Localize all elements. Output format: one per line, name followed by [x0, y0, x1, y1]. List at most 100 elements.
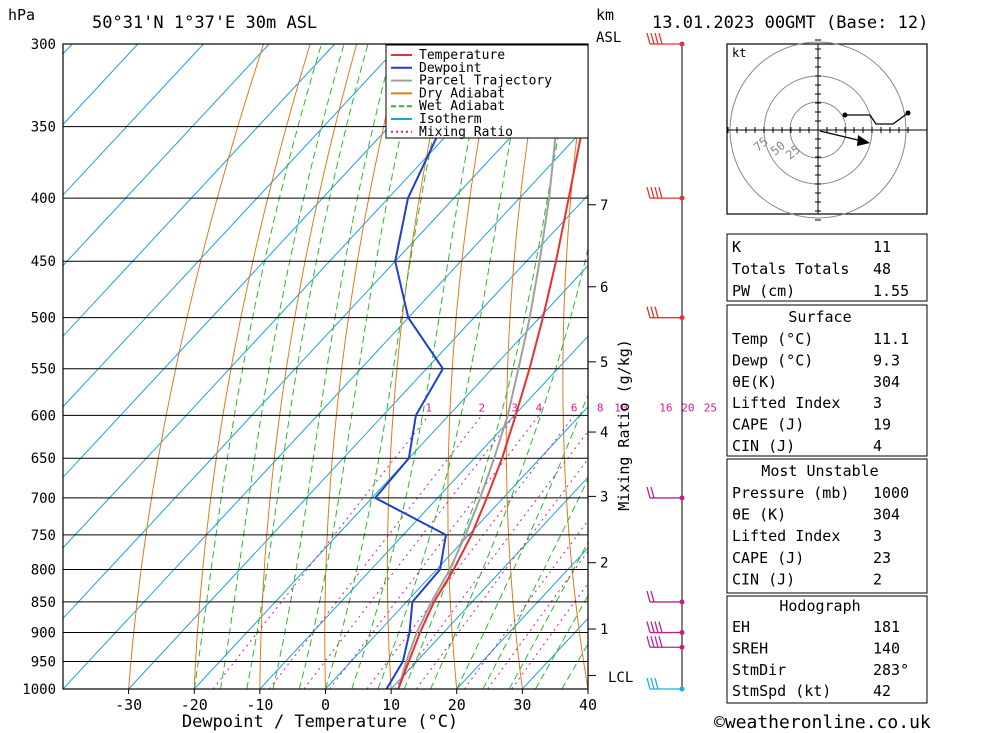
- km-tick-label: 6: [600, 280, 608, 296]
- hodograph-table-row-value: 140: [873, 639, 900, 657]
- index-row-label: PW (cm): [732, 282, 795, 300]
- pressure-tick-label: 1000: [22, 682, 56, 698]
- hodograph-table-row-label: StmDir: [732, 661, 786, 679]
- km-tick-label: 1: [600, 622, 608, 638]
- wind-barb-flag: [650, 621, 655, 633]
- hodograph-trace: [845, 112, 909, 125]
- isotherm-line: [63, 44, 401, 408]
- km-tick-label: 2: [600, 556, 608, 572]
- wet-adiabat-line: [325, 44, 454, 689]
- surface-row-value: 304: [873, 373, 900, 391]
- wind-barb-flag: [654, 621, 659, 633]
- wind-barb-flag: [658, 621, 663, 633]
- mixing-ratio-label: 1: [425, 401, 432, 414]
- surface-row-label: CIN (J): [732, 437, 795, 455]
- hodograph-table-title: Hodograph: [779, 597, 860, 615]
- legend-label: Temperature: [419, 48, 505, 63]
- surface-row-label: CAPE (J): [732, 416, 804, 434]
- wind-barb-flag: [646, 186, 651, 199]
- km-axis: 7 6 5 4 3 2 1: [588, 198, 608, 676]
- index-row-value: 48: [873, 260, 891, 278]
- wind-barb-flag: [650, 32, 655, 45]
- most-unstable-box: [726, 458, 928, 594]
- isotherm-line: [325, 406, 588, 689]
- most-unstable-title: Most Unstable: [761, 462, 878, 480]
- wind-barbs: [646, 32, 685, 692]
- isotherm-line: [63, 44, 204, 196]
- wind-barb-flag: [654, 186, 659, 199]
- pressure-tick-label: 850: [31, 595, 56, 611]
- mixing-ratio-label: 16: [659, 401, 672, 414]
- pressure-tick-label: 600: [31, 408, 56, 424]
- isotherm-line: [63, 44, 139, 126]
- km-tick-label: 4: [600, 425, 608, 441]
- x-tick-label: -10: [246, 696, 273, 714]
- index-row-label: Totals Totals: [732, 260, 849, 278]
- wind-barb: [646, 621, 682, 634]
- isotherm-line: [193, 264, 588, 689]
- dry-adiabat-line: [671, 44, 720, 689]
- surface-row-label: Temp (°C): [732, 330, 813, 348]
- footer-credit: ©weatheronline.co.uk: [714, 712, 931, 733]
- wind-barb: [646, 486, 682, 499]
- wind-barb-flag: [646, 636, 651, 648]
- mixing-ratio-line: [329, 414, 540, 689]
- x-tick-label: 20: [448, 696, 466, 714]
- dry-adiabat-line: [324, 44, 404, 689]
- wind-barb-flag: [646, 32, 651, 45]
- wind-barb-flag: [650, 677, 655, 690]
- wet-adiabat-line: [377, 44, 529, 689]
- mixing-ratio-axis-label: Mixing Ratio (g/kg): [615, 339, 633, 511]
- dry-adiabat-line: [505, 44, 544, 689]
- x-tick-label: -20: [181, 696, 208, 714]
- wind-barb-flag: [658, 186, 663, 199]
- wind-barb-flag: [650, 590, 655, 603]
- isotherm-line: [63, 53, 588, 620]
- indices-box: [726, 233, 928, 302]
- wind-barb-flag: [646, 306, 651, 318]
- legend-box: [385, 44, 589, 139]
- dry-adiabat-line: [961, 44, 1000, 689]
- parcel-trajectory: [397, 44, 566, 689]
- wind-barb-flag: [650, 186, 655, 199]
- lcl-label: LCL: [608, 670, 633, 686]
- unit-km-label: km: [596, 6, 614, 24]
- isotherm-line: [63, 44, 270, 267]
- x-tick-label: -30: [115, 696, 142, 714]
- mixing-ratio-labels: 1 2 3 4 6 8 10 16 20 25: [425, 401, 717, 414]
- hodograph-table-row-value: 181: [873, 618, 900, 636]
- most-unstable-row-label: θE (K): [732, 506, 786, 524]
- isotherm-line: [259, 335, 588, 689]
- surface-title: Surface: [788, 308, 851, 326]
- index-row-label: K: [732, 238, 741, 256]
- km-tick-label: 5: [600, 355, 608, 371]
- unit-hpa-label: hPa: [8, 6, 35, 24]
- hodograph-table-box: [726, 595, 928, 704]
- index-row-value: 11: [873, 238, 891, 256]
- dry-adiabat-line: [193, 44, 311, 689]
- surface-row-label: θE(K): [732, 373, 777, 391]
- wind-barb: [646, 306, 682, 319]
- pressure-tick-label: 950: [31, 655, 56, 671]
- mixing-ratio-label: 6: [571, 401, 578, 414]
- pressure-tick-label: 500: [31, 311, 56, 327]
- surface-row-value: 11.1: [873, 330, 909, 348]
- most-unstable-row-value: 3: [873, 527, 882, 545]
- mixing-ratio-line: [366, 414, 575, 689]
- index-row-value: 1.55: [873, 282, 909, 300]
- storm-motion-vector: [819, 130, 863, 142]
- most-unstable-row-label: CAPE (J): [732, 549, 804, 567]
- mixing-ratio-label: 8: [597, 401, 604, 414]
- mixing-ratio-line: [268, 414, 483, 689]
- dry-adiabat-line: [128, 44, 265, 689]
- wind-barb-flag: [650, 486, 655, 499]
- wind-barb-flag: [654, 32, 659, 45]
- mixing-ratio-label: 3: [511, 401, 518, 414]
- wind-barb-flag: [646, 590, 651, 603]
- isotherm-line: [63, 44, 532, 549]
- legend-label: Parcel Trajectory: [419, 74, 552, 89]
- dewpoint-profile: [373, 44, 467, 689]
- wind-barb-flag: [650, 636, 655, 648]
- hodograph-point: [905, 110, 911, 116]
